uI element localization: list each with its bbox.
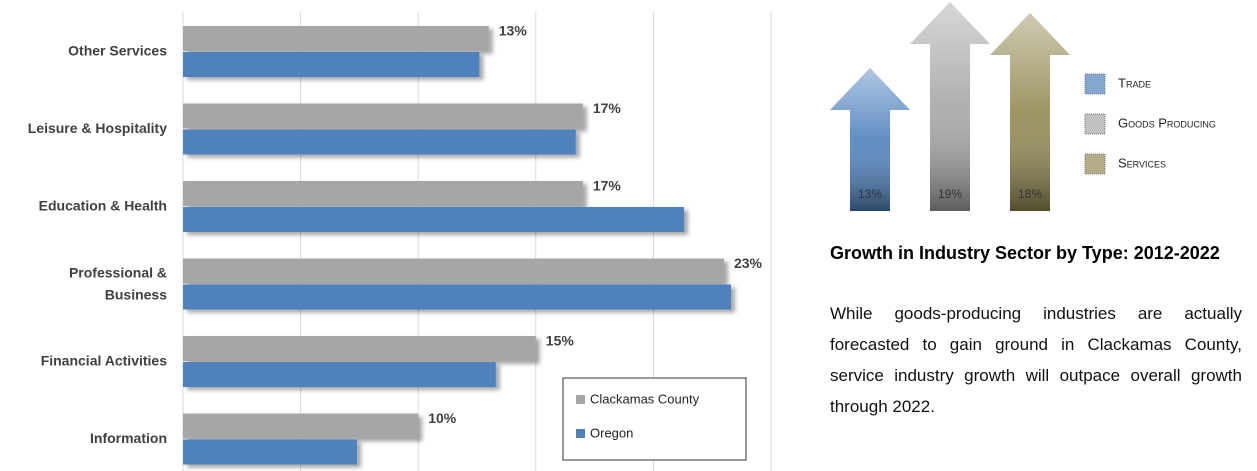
category-label: Information bbox=[90, 430, 167, 446]
legend-label: Goods Producing bbox=[1118, 115, 1216, 130]
legend-box bbox=[562, 377, 747, 461]
value-label: 23% bbox=[734, 255, 763, 271]
bar bbox=[183, 26, 489, 51]
legend-swatch bbox=[1084, 153, 1106, 175]
bar bbox=[183, 52, 480, 77]
bar bbox=[183, 258, 724, 284]
arrow-value-label: 18% bbox=[1018, 187, 1042, 201]
category-label: Education & Health bbox=[39, 198, 167, 214]
arrow-shade bbox=[910, 2, 990, 211]
legend-swatch bbox=[1084, 113, 1106, 135]
bar bbox=[183, 181, 583, 206]
legend-label: Trade bbox=[1118, 75, 1151, 90]
category-label: Leisure & Hospitality bbox=[28, 120, 167, 136]
category-label: Other Services bbox=[68, 43, 167, 59]
bar bbox=[183, 439, 358, 465]
category-label: Professional & Business bbox=[69, 264, 167, 302]
category-label: Financial Activities bbox=[41, 353, 168, 369]
bar bbox=[183, 284, 732, 310]
legend-label: Oregon bbox=[590, 425, 633, 440]
legend-swatch bbox=[576, 395, 585, 404]
legend-label: Services bbox=[1118, 155, 1166, 170]
arrow-shade bbox=[830, 68, 910, 211]
bar bbox=[183, 207, 684, 232]
bar bbox=[183, 336, 536, 361]
bar bbox=[183, 362, 496, 387]
value-label: 17% bbox=[593, 178, 622, 194]
bar bbox=[183, 129, 576, 155]
legend-swatch bbox=[576, 429, 585, 438]
value-label: 15% bbox=[546, 333, 575, 349]
value-label: 13% bbox=[499, 23, 528, 39]
arrow-value-label: 19% bbox=[938, 187, 962, 201]
value-label: 17% bbox=[593, 100, 622, 116]
bar bbox=[183, 413, 419, 439]
legend-swatch bbox=[1084, 73, 1106, 95]
arrow-value-label: 13% bbox=[858, 187, 882, 201]
legend-label: Clackamas County bbox=[590, 391, 700, 406]
value-label: 10% bbox=[428, 410, 457, 426]
heading: Growth in Industry Sector by Type: 2012-… bbox=[830, 243, 1220, 263]
body-text: While goods-producing industries are act… bbox=[830, 304, 1242, 416]
arrow-shade bbox=[990, 13, 1070, 211]
bar bbox=[183, 103, 583, 129]
